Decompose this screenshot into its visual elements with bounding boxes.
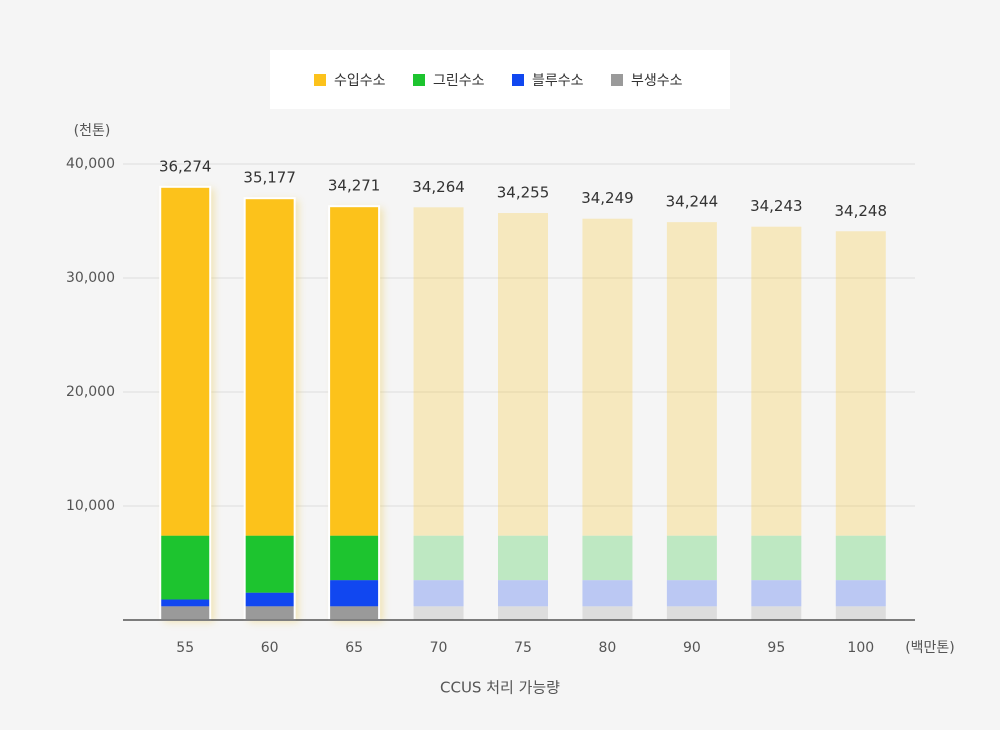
bar-segment — [835, 580, 886, 607]
bar-segment — [498, 535, 548, 581]
total-label: 34,271 — [328, 177, 381, 195]
bar-segment — [835, 535, 886, 581]
bar-segment — [498, 213, 548, 536]
bar-stack — [835, 231, 886, 620]
bar-segment — [413, 535, 464, 581]
legend-label: 그린수소 — [433, 73, 485, 89]
legend-label: 수입수소 — [334, 73, 386, 89]
legend-swatch — [512, 74, 524, 86]
bar-segment — [666, 606, 717, 620]
bar-segment — [751, 535, 802, 581]
bar-segment — [582, 606, 633, 620]
y-unit: (천톤) — [74, 123, 111, 139]
y-tick-label: 10,000 — [66, 498, 115, 514]
bar-segment — [244, 592, 295, 607]
legend-label: 부생수소 — [631, 73, 683, 89]
bar-segment — [498, 580, 548, 607]
legend-swatch — [611, 74, 623, 86]
bar-stack — [666, 222, 717, 620]
bar-segment — [244, 606, 295, 620]
y-tick-label: 40,000 — [66, 156, 115, 172]
bar-stack — [498, 213, 548, 620]
bar-segment — [160, 606, 211, 620]
bar-segment — [751, 580, 802, 607]
total-label: 34,249 — [581, 189, 634, 207]
x-tick-label: 55 — [176, 640, 194, 656]
total-label: 34,243 — [750, 197, 803, 215]
bar-segment — [835, 606, 886, 620]
bar-segment — [244, 198, 295, 536]
x-tick-label: 80 — [599, 640, 617, 656]
x-axis-title: CCUS 처리 가능량 — [440, 679, 560, 697]
bar-stack — [582, 218, 633, 620]
bar-stack — [159, 185, 215, 623]
total-label: 34,244 — [666, 193, 719, 211]
bar-segment — [413, 606, 464, 620]
bar-segment — [835, 231, 886, 536]
total-label: 36,274 — [159, 157, 212, 175]
total-label: 34,255 — [497, 184, 550, 202]
bar-segment — [160, 186, 211, 536]
bar-stack — [413, 207, 464, 620]
legend-box — [270, 50, 730, 109]
bar-segment — [751, 226, 802, 536]
legend-swatch — [413, 74, 425, 86]
bar-segment — [329, 206, 380, 536]
bar-segment — [160, 535, 211, 600]
bar-segment — [244, 535, 295, 593]
bar-segment — [666, 580, 717, 607]
bar-stack — [328, 205, 384, 622]
y-tick-label: 20,000 — [66, 384, 115, 400]
x-tick-label: 65 — [345, 640, 363, 656]
bar-stack — [243, 197, 299, 622]
y-tick-label: 30,000 — [66, 270, 115, 286]
bar-segment — [329, 606, 380, 620]
total-label: 34,248 — [835, 202, 888, 220]
x-tick-label: 60 — [261, 640, 279, 656]
bar-segment — [413, 207, 464, 536]
bar-segment — [413, 580, 464, 607]
x-tick-label: 70 — [430, 640, 448, 656]
bar-segment — [582, 218, 633, 536]
x-tick-label: 100 — [847, 640, 874, 656]
total-label: 35,177 — [243, 169, 296, 187]
bar-segment — [498, 606, 548, 620]
bar-segment — [666, 222, 717, 536]
bar-stack — [751, 226, 802, 620]
x-tick-label: 95 — [767, 640, 785, 656]
x-tick-label: 75 — [514, 640, 532, 656]
bar-segment — [582, 535, 633, 581]
legend-swatch — [314, 74, 326, 86]
bar-segment — [582, 580, 633, 607]
legend-label: 블루수소 — [532, 73, 584, 89]
x-tick-label: 90 — [683, 640, 701, 656]
bar-segment — [329, 535, 380, 581]
bar-segment — [329, 580, 380, 607]
bar-segment — [751, 606, 802, 620]
legend: 수입수소 그린수소 블루수소 부생수소 — [314, 73, 683, 89]
bar-segment — [160, 599, 211, 607]
total-label: 34,264 — [412, 178, 465, 196]
bar-segment — [666, 535, 717, 581]
x-unit: (백만톤) — [905, 640, 955, 656]
